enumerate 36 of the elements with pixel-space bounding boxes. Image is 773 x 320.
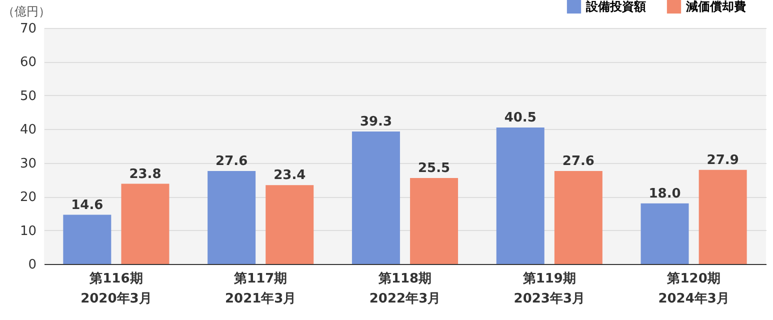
- x-tick-label: 第120期 2024年3月: [658, 272, 730, 306]
- data-label: 23.4: [274, 168, 306, 184]
- bar: [266, 185, 314, 264]
- data-label: 27.6: [216, 154, 248, 169]
- y-tick-label: 70: [20, 22, 36, 36]
- data-label: 14.6: [71, 198, 104, 213]
- y-tick-label: 40: [20, 122, 36, 138]
- bar: [496, 127, 544, 264]
- x-tick-label: 第117期 2021年3月: [224, 272, 296, 306]
- bar: [698, 170, 747, 264]
- data-label: 39.3: [360, 114, 392, 130]
- data-label: 25.5: [418, 161, 450, 176]
- y-tick-label: 60: [20, 55, 36, 70]
- bar: [63, 214, 112, 264]
- y-tick-label: 50: [20, 88, 36, 104]
- y-tick-label: 20: [20, 190, 36, 206]
- data-label: 18.0: [648, 186, 681, 202]
- legend-label: 設備投資額: [585, 0, 646, 14]
- bar: [554, 170, 602, 264]
- data-label: 27.6: [562, 154, 594, 169]
- y-tick-label: 10: [20, 224, 36, 239]
- data-label: 27.9: [706, 152, 739, 168]
- bar: [640, 203, 689, 264]
- y-tick-label: 0: [28, 258, 36, 272]
- x-tick-label: 第116期 2020年3月: [80, 272, 152, 306]
- bar: [410, 178, 458, 264]
- data-label: 23.8: [129, 166, 162, 182]
- x-tick-label: 第119期 2023年3月: [514, 272, 586, 306]
- bar: [121, 184, 170, 264]
- x-tick-label: 第118期 2022年3月: [369, 272, 441, 306]
- data-label: 40.5: [504, 110, 536, 126]
- y-axis-title: （億円）: [2, 4, 50, 18]
- bar: [352, 132, 400, 264]
- y-tick-label: 30: [20, 156, 36, 172]
- bar: [208, 170, 256, 264]
- legend-label: 減価償却費: [685, 0, 746, 14]
